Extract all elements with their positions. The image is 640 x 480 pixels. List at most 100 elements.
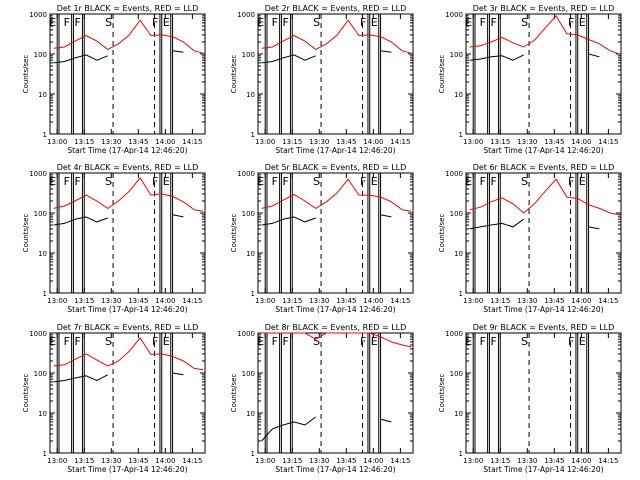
x-tick-label: 13:00	[47, 297, 67, 305]
x-tick-label: 13:15	[74, 457, 94, 465]
x-tick-label: 13:45	[336, 297, 356, 305]
detector-panel: Det 5r BLACK = Events, RED = LLD 1 10 100 10…	[230, 163, 414, 314]
y-tick-label: 100	[34, 210, 47, 218]
x-tick-label: 13:30	[309, 297, 329, 305]
y-tick-label: 1000	[445, 330, 463, 338]
x-tick-label: 13:45	[128, 138, 148, 146]
events-line	[172, 372, 184, 376]
y-tick-label: 100	[450, 370, 463, 378]
panel-title: Det 5r BLACK = Events, RED = LLD	[265, 163, 407, 172]
y-tick-label: 1000	[237, 11, 255, 19]
y-tick-label: 1	[43, 131, 47, 139]
marker-label: E	[371, 335, 378, 348]
x-tick-label: 13:30	[517, 457, 537, 465]
x-tick-label: 13:45	[336, 138, 356, 146]
marker-label: F	[360, 335, 366, 348]
y-axis-label: Counts/sec	[230, 55, 238, 94]
y-tick-label: 100	[242, 210, 255, 218]
y-tick-label: 1000	[445, 170, 463, 178]
events-line	[261, 54, 316, 64]
x-tick-label: 13:45	[336, 457, 356, 465]
x-axis-label: Start Time (17-Apr-14 12:46:20)	[67, 305, 187, 314]
y-tick-label: 1000	[237, 170, 255, 178]
x-tick-label: 13:00	[47, 457, 67, 465]
events-line	[588, 226, 600, 230]
marker-label: F	[272, 175, 278, 188]
x-tick-label: 13:30	[517, 297, 537, 305]
y-tick-label: 10	[38, 250, 47, 258]
x-tick-label: 14:15	[182, 138, 202, 146]
x-tick-label: 14:15	[598, 138, 618, 146]
events-line	[53, 374, 108, 383]
x-tick-label: 14:15	[598, 297, 618, 305]
y-tick-label: 100	[450, 51, 463, 59]
marker-label: E	[163, 16, 170, 29]
marker-label: S	[521, 16, 528, 29]
detector-panel: Det 1r BLACK = Events, RED = LLD 1 10 100 10…	[22, 4, 206, 155]
marker-label: F	[152, 175, 158, 188]
marker-label: E	[163, 335, 170, 348]
lld-line	[469, 178, 620, 216]
x-tick-label: 13:15	[74, 138, 94, 146]
x-tick-label: 14:00	[363, 138, 383, 146]
x-tick-label: 13:30	[517, 138, 537, 146]
marker-label: F	[480, 175, 486, 188]
x-axis-label: Start Time (17-Apr-14 12:46:20)	[483, 465, 603, 474]
y-tick-label: 1	[43, 450, 47, 458]
marker-label: F	[282, 175, 288, 188]
marker-label: F	[152, 335, 158, 348]
marker-label: F	[360, 16, 366, 29]
y-tick-label: 10	[454, 410, 463, 418]
x-tick-label: 13:00	[463, 297, 483, 305]
marker-label: F	[282, 335, 288, 348]
y-axis-label: Counts/sec	[438, 214, 446, 253]
x-tick-label: 13:15	[282, 457, 302, 465]
events-line	[172, 50, 184, 53]
x-tick-label: 14:15	[182, 297, 202, 305]
events-line	[53, 54, 108, 64]
marker-label: E	[579, 16, 586, 29]
events-line	[469, 218, 524, 230]
y-tick-label: 1	[251, 290, 255, 298]
y-tick-label: 10	[38, 410, 47, 418]
panel-title: Det 6r BLACK = Events, RED = LLD	[473, 163, 615, 172]
marker-label: S	[313, 335, 320, 348]
marker-label: F	[74, 175, 80, 188]
x-tick-label: 13:30	[309, 457, 329, 465]
marker-label: S	[105, 335, 112, 348]
detector-panel: Det 4r BLACK = Events, RED = LLD 1 10 100 10…	[22, 163, 206, 314]
marker-label: E	[163, 175, 170, 188]
panel-title: Det 3r BLACK = Events, RED = LLD	[473, 4, 615, 13]
marker-label: F	[272, 16, 278, 29]
marker-label: F	[480, 16, 486, 29]
marker-label: F	[64, 175, 70, 188]
x-tick-label: 14:00	[155, 138, 175, 146]
panel-title: Det 2r BLACK = Events, RED = LLD	[265, 4, 407, 13]
marker-label: E	[49, 335, 56, 348]
marker-label: E	[371, 16, 378, 29]
x-tick-label: 14:15	[390, 297, 410, 305]
marker-label: E	[465, 16, 472, 29]
x-axis-label: Start Time (17-Apr-14 12:46:20)	[275, 305, 395, 314]
x-tick-label: 13:00	[255, 297, 275, 305]
marker-label: E	[49, 175, 56, 188]
events-line	[469, 54, 524, 61]
marker-label: F	[272, 335, 278, 348]
y-tick-label: 1000	[29, 11, 47, 19]
x-tick-label: 14:15	[182, 457, 202, 465]
y-tick-label: 100	[450, 210, 463, 218]
events-line	[53, 216, 108, 226]
x-tick-label: 13:00	[463, 457, 483, 465]
y-tick-label: 10	[246, 91, 255, 99]
x-tick-label: 14:15	[390, 457, 410, 465]
marker-label: F	[74, 335, 80, 348]
x-tick-label: 13:30	[309, 138, 329, 146]
x-tick-label: 14:00	[155, 457, 175, 465]
x-tick-label: 13:45	[544, 457, 564, 465]
events-line	[380, 418, 392, 423]
x-tick-label: 13:15	[490, 297, 510, 305]
x-tick-label: 14:00	[363, 457, 383, 465]
x-tick-label: 13:45	[128, 457, 148, 465]
x-tick-label: 13:00	[47, 138, 67, 146]
marker-label: S	[313, 175, 320, 188]
